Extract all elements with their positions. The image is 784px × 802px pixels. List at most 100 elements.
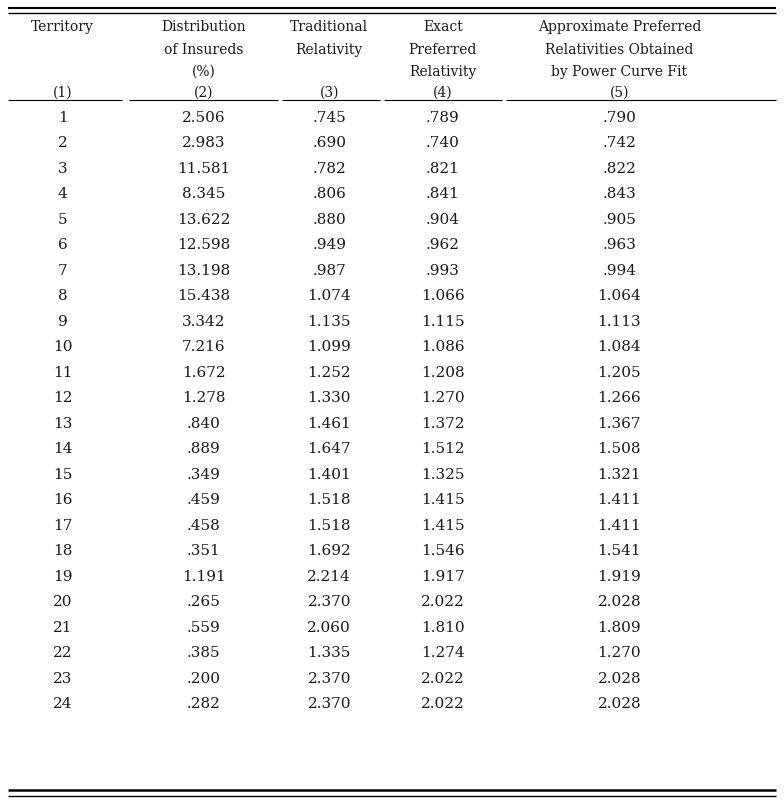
Text: 11.581: 11.581 (177, 162, 230, 176)
Text: 1.330: 1.330 (307, 391, 351, 405)
Text: 2.028: 2.028 (597, 672, 641, 686)
Text: 1.321: 1.321 (597, 468, 641, 482)
Text: 1.372: 1.372 (421, 417, 465, 431)
Text: 22: 22 (53, 646, 72, 660)
Text: 1.508: 1.508 (597, 442, 641, 456)
Text: 6: 6 (58, 238, 67, 252)
Text: .559: .559 (187, 621, 221, 634)
Text: 12.598: 12.598 (177, 238, 230, 252)
Text: 1.512: 1.512 (421, 442, 465, 456)
Text: (%): (%) (192, 65, 216, 79)
Text: 15: 15 (53, 468, 72, 482)
Text: (5): (5) (610, 86, 629, 99)
Text: .962: .962 (426, 238, 460, 252)
Text: 1.692: 1.692 (307, 545, 351, 558)
Text: 2.506: 2.506 (182, 111, 226, 124)
Text: .822: .822 (602, 162, 637, 176)
Text: 3: 3 (58, 162, 67, 176)
Text: .349: .349 (187, 468, 221, 482)
Text: .821: .821 (426, 162, 460, 176)
Text: Exact: Exact (423, 20, 463, 34)
Text: 3.342: 3.342 (182, 314, 226, 329)
Text: 1: 1 (58, 111, 67, 124)
Text: Preferred: Preferred (408, 43, 477, 56)
Text: 1.461: 1.461 (307, 417, 351, 431)
Text: 17: 17 (53, 519, 72, 533)
Text: 1.672: 1.672 (182, 366, 226, 379)
Text: 2.028: 2.028 (597, 697, 641, 711)
Text: 1.191: 1.191 (182, 569, 226, 584)
Text: .782: .782 (312, 162, 347, 176)
Text: .690: .690 (312, 136, 347, 150)
Text: (4): (4) (433, 86, 453, 99)
Text: 1.401: 1.401 (307, 468, 351, 482)
Text: .905: .905 (602, 213, 637, 227)
Text: .843: .843 (602, 187, 637, 201)
Text: 13.198: 13.198 (177, 264, 230, 277)
Text: 11: 11 (53, 366, 72, 379)
Text: 1.325: 1.325 (421, 468, 465, 482)
Text: 1.809: 1.809 (597, 621, 641, 634)
Text: .987: .987 (312, 264, 347, 277)
Text: 9: 9 (58, 314, 67, 329)
Text: 1.074: 1.074 (307, 290, 351, 303)
Text: .200: .200 (187, 672, 221, 686)
Text: 2.370: 2.370 (307, 595, 351, 610)
Text: 1.066: 1.066 (421, 290, 465, 303)
Text: (1): (1) (53, 86, 73, 99)
Text: 2.028: 2.028 (597, 595, 641, 610)
Text: 14: 14 (53, 442, 72, 456)
Text: 1.113: 1.113 (597, 314, 641, 329)
Text: 1.335: 1.335 (307, 646, 351, 660)
Text: 1.810: 1.810 (421, 621, 465, 634)
Text: .880: .880 (312, 213, 347, 227)
Text: .282: .282 (187, 697, 221, 711)
Text: .949: .949 (312, 238, 347, 252)
Text: 1.647: 1.647 (307, 442, 351, 456)
Text: 2.022: 2.022 (421, 595, 465, 610)
Text: by Power Curve Fit: by Power Curve Fit (551, 65, 688, 79)
Text: 13: 13 (53, 417, 72, 431)
Text: .904: .904 (426, 213, 460, 227)
Text: 1.411: 1.411 (597, 493, 641, 507)
Text: .458: .458 (187, 519, 221, 533)
Text: 1.064: 1.064 (597, 290, 641, 303)
Text: .351: .351 (187, 545, 221, 558)
Text: 1.205: 1.205 (597, 366, 641, 379)
Text: 18: 18 (53, 545, 72, 558)
Text: .994: .994 (602, 264, 637, 277)
Text: 1.518: 1.518 (307, 493, 351, 507)
Text: Traditional: Traditional (290, 20, 368, 34)
Text: 2.983: 2.983 (182, 136, 226, 150)
Text: 8.345: 8.345 (182, 187, 226, 201)
Text: 15.438: 15.438 (177, 290, 230, 303)
Text: .889: .889 (187, 442, 221, 456)
Text: 1.367: 1.367 (597, 417, 641, 431)
Text: 1.208: 1.208 (421, 366, 465, 379)
Text: 1.546: 1.546 (421, 545, 465, 558)
Text: 5: 5 (58, 213, 67, 227)
Text: 13.622: 13.622 (177, 213, 230, 227)
Text: 7: 7 (58, 264, 67, 277)
Text: 1.278: 1.278 (182, 391, 226, 405)
Text: 2.022: 2.022 (421, 672, 465, 686)
Text: .385: .385 (187, 646, 220, 660)
Text: Approximate Preferred: Approximate Preferred (538, 20, 701, 34)
Text: 21: 21 (53, 621, 72, 634)
Text: .265: .265 (187, 595, 221, 610)
Text: 2.060: 2.060 (307, 621, 351, 634)
Text: Distribution: Distribution (162, 20, 246, 34)
Text: 10: 10 (53, 340, 72, 354)
Text: .790: .790 (602, 111, 637, 124)
Text: 1.415: 1.415 (421, 519, 465, 533)
Text: of Insureds: of Insureds (164, 43, 244, 56)
Text: Territory: Territory (31, 20, 94, 34)
Text: 20: 20 (53, 595, 72, 610)
Text: 1.270: 1.270 (597, 646, 641, 660)
Text: 1.541: 1.541 (597, 545, 641, 558)
Text: 7.216: 7.216 (182, 340, 226, 354)
Text: Relativity: Relativity (409, 65, 477, 79)
Text: 12: 12 (53, 391, 72, 405)
Text: .993: .993 (426, 264, 460, 277)
Text: 1.917: 1.917 (421, 569, 465, 584)
